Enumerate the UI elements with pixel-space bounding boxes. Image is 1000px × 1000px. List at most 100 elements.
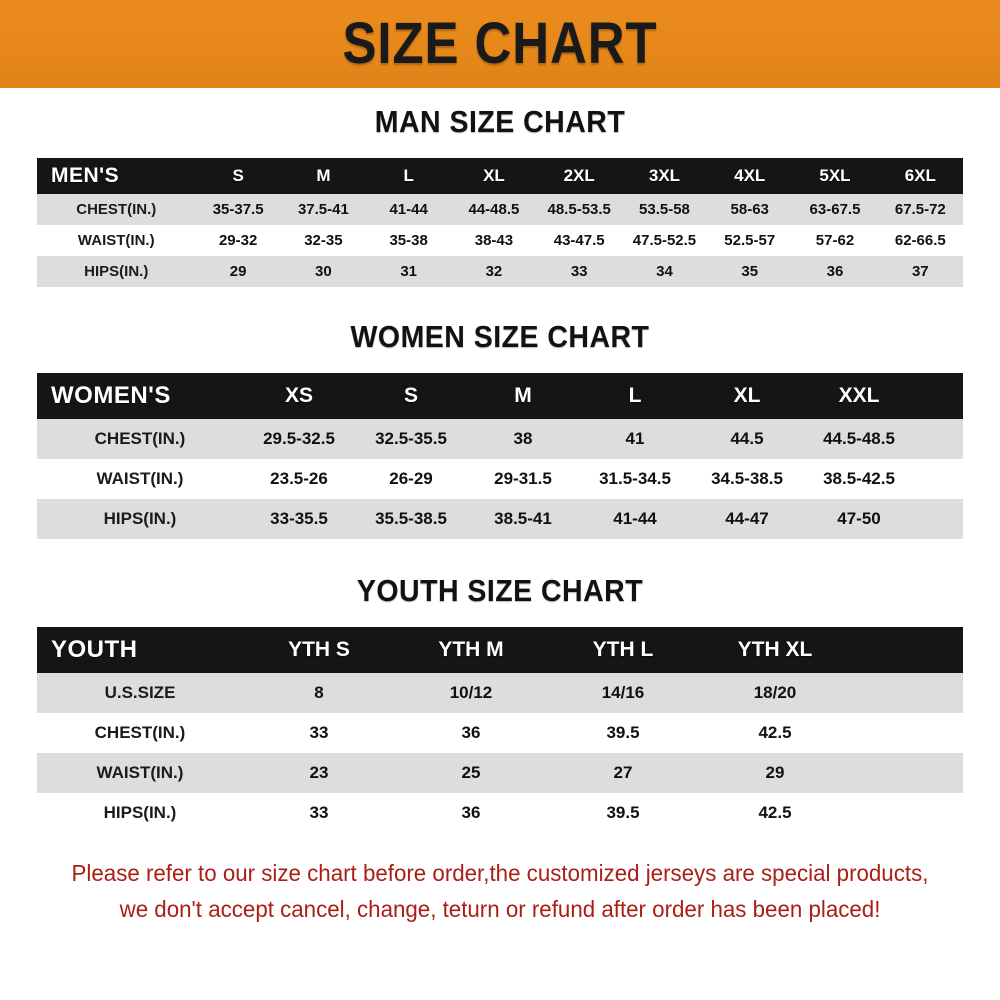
men-cell-2-2: 31 bbox=[400, 263, 417, 280]
women-cell-0-0: 29.5-32.5 bbox=[263, 429, 335, 448]
section-title-women: WOMEN SIZE CHART bbox=[350, 319, 650, 354]
men-size-header-7: 5XL bbox=[819, 166, 851, 185]
men-cell-0-1: 37.5-41 bbox=[297, 201, 349, 218]
men-cell-0-0: 35-37.5 bbox=[212, 201, 264, 218]
men-size-header-2: L bbox=[403, 166, 414, 185]
youth-table-wrapper: YOUTH YTH S YTH M YTH L YTH XL U.S.SIZE … bbox=[37, 627, 963, 833]
men-size-header-4: 2XL bbox=[563, 166, 595, 185]
men-size-table: MEN'S S M L XL 2XL 3XL 4XL 5XL 6XL CHEST bbox=[37, 158, 963, 287]
youth-cell-spacer bbox=[851, 793, 963, 833]
table-row: WAIST(IN.) 23.5-26 26-29 29-31.5 31.5-34… bbox=[37, 459, 963, 499]
men-size-header-5: 3XL bbox=[648, 166, 681, 185]
youth-cell-2-3: 29 bbox=[765, 763, 785, 782]
women-cell-0-4: 44.5 bbox=[730, 429, 764, 448]
youth-cell-0-1: 10/12 bbox=[449, 683, 493, 702]
men-cell-1-3: 38-43 bbox=[474, 232, 514, 249]
men-cell-1-7: 57-62 bbox=[815, 232, 855, 249]
women-cell-2-0: 33-35.5 bbox=[270, 509, 328, 528]
youth-cell-3-1: 36 bbox=[461, 803, 481, 822]
men-cell-0-4: 48.5-53.5 bbox=[547, 201, 611, 218]
note-line-1: Please refer to our size chart before or… bbox=[71, 860, 929, 886]
table-row: CHEST(IN.) 35-37.5 37.5-41 41-44 44-48.5… bbox=[37, 194, 963, 225]
men-cell-0-5: 53.5-58 bbox=[639, 201, 690, 218]
youth-row-label-1: CHEST(IN.) bbox=[94, 723, 186, 742]
youth-cell-1-0: 33 bbox=[309, 723, 329, 742]
section-title-men: MAN SIZE CHART bbox=[374, 104, 626, 139]
youth-cell-3-2: 39.5 bbox=[606, 803, 640, 822]
youth-size-header-3: YTH XL bbox=[737, 638, 813, 661]
women-row-label-0: CHEST(IN.) bbox=[94, 429, 186, 448]
men-cell-1-5: 47.5-52.5 bbox=[632, 232, 697, 249]
youth-row-label-3: HIPS(IN.) bbox=[103, 803, 177, 822]
women-cell-0-3: 41 bbox=[625, 429, 645, 448]
men-cell-1-2: 35-38 bbox=[389, 232, 428, 249]
men-cell-1-0: 29-32 bbox=[218, 232, 258, 249]
youth-size-header-2: YTH L bbox=[592, 638, 654, 661]
note-line-2: we don't accept cancel, change, teturn o… bbox=[119, 896, 881, 922]
women-cell-2-5: 47-50 bbox=[837, 509, 881, 528]
table-row: HIPS(IN.) 29 30 31 32 33 34 35 36 37 bbox=[37, 256, 963, 287]
table-row: HIPS(IN.) 33-35.5 35.5-38.5 38.5-41 41-4… bbox=[37, 499, 963, 539]
men-size-header-0: S bbox=[232, 166, 244, 185]
youth-cell-0-0: 8 bbox=[314, 683, 324, 702]
youth-cell-spacer bbox=[851, 713, 963, 753]
men-cell-0-6: 58-63 bbox=[730, 201, 769, 218]
women-cell-1-4: 34.5-38.5 bbox=[711, 469, 783, 488]
women-size-header-4: XL bbox=[733, 384, 761, 407]
youth-cell-2-1: 25 bbox=[461, 763, 481, 782]
youth-cell-3-3: 42.5 bbox=[758, 803, 792, 822]
men-corner-label: MEN'S bbox=[51, 164, 120, 187]
men-size-header-1: M bbox=[316, 166, 331, 185]
men-cell-2-8: 37 bbox=[911, 263, 929, 280]
women-header-spacer bbox=[915, 373, 963, 419]
men-size-header-3: XL bbox=[483, 166, 505, 185]
youth-cell-3-0: 33 bbox=[309, 803, 329, 822]
youth-header-spacer bbox=[851, 627, 963, 673]
women-size-header-1: S bbox=[403, 384, 418, 407]
youth-cell-1-1: 36 bbox=[461, 723, 481, 742]
table-row: CHEST(IN.) 29.5-32.5 32.5-35.5 38 41 44.… bbox=[37, 419, 963, 459]
section-title-youth: YOUTH SIZE CHART bbox=[356, 573, 644, 608]
men-cell-2-7: 36 bbox=[826, 263, 844, 280]
men-cell-0-3: 44-48.5 bbox=[468, 201, 520, 218]
youth-size-table: YOUTH YTH S YTH M YTH L YTH XL U.S.SIZE … bbox=[37, 627, 963, 833]
youth-cell-2-2: 27 bbox=[613, 763, 633, 782]
women-cell-1-3: 31.5-34.5 bbox=[599, 469, 671, 488]
youth-row-label-0: U.S.SIZE bbox=[104, 683, 176, 702]
table-row: WAIST(IN.) 23 25 27 29 bbox=[37, 753, 963, 793]
section-women: WOMEN SIZE CHART WOMEN'S XS S M L XL bbox=[0, 319, 1000, 539]
men-header-row: MEN'S S M L XL 2XL 3XL 4XL 5XL 6XL bbox=[37, 158, 963, 194]
women-row-label-2: HIPS(IN.) bbox=[103, 509, 177, 528]
men-cell-2-4: 33 bbox=[570, 263, 588, 280]
men-cell-1-8: 62-66.5 bbox=[894, 232, 946, 249]
youth-corner-label: YOUTH bbox=[51, 636, 138, 663]
women-header-row: WOMEN'S XS S M L XL XXL bbox=[37, 373, 963, 419]
youth-cell-0-3: 18/20 bbox=[753, 683, 797, 702]
men-cell-2-3: 32 bbox=[485, 263, 503, 280]
women-size-header-5: XXL bbox=[838, 384, 880, 407]
women-size-header-2: M bbox=[514, 384, 532, 407]
women-cell-1-1: 26-29 bbox=[389, 469, 433, 488]
men-cell-2-5: 34 bbox=[656, 263, 673, 280]
men-cell-1-4: 43-47.5 bbox=[553, 232, 605, 249]
men-size-header-8: 6XL bbox=[904, 166, 936, 185]
women-row-label-1: WAIST(IN.) bbox=[96, 469, 184, 488]
men-cell-0-8: 67.5-72 bbox=[894, 201, 946, 218]
women-cell-2-2: 38.5-41 bbox=[494, 509, 552, 528]
page-banner: SIZE CHART bbox=[0, 0, 1000, 88]
women-cell-spacer bbox=[915, 419, 963, 459]
men-table-wrapper: MEN'S S M L XL 2XL 3XL 4XL 5XL 6XL CHEST bbox=[37, 158, 963, 287]
women-cell-0-2: 38 bbox=[513, 429, 533, 448]
section-men: MAN SIZE CHART MEN'S S M L XL 2XL 3XL bbox=[0, 104, 1000, 287]
youth-size-header-0: YTH S bbox=[288, 638, 350, 661]
table-row: U.S.SIZE 8 10/12 14/16 18/20 bbox=[37, 673, 963, 713]
youth-row-label-2: WAIST(IN.) bbox=[96, 763, 184, 782]
men-cell-2-1: 30 bbox=[315, 263, 332, 280]
women-cell-1-0: 23.5-26 bbox=[270, 469, 328, 488]
women-cell-0-5: 44.5-48.5 bbox=[823, 429, 895, 448]
size-chart-page: SIZE CHART MAN SIZE CHART MEN'S S M L XL… bbox=[0, 0, 1000, 922]
men-row-label-0: CHEST(IN.) bbox=[76, 201, 157, 218]
page-title: SIZE CHART bbox=[342, 11, 658, 76]
youth-cell-spacer bbox=[851, 753, 963, 793]
men-cell-2-6: 35 bbox=[741, 263, 759, 280]
